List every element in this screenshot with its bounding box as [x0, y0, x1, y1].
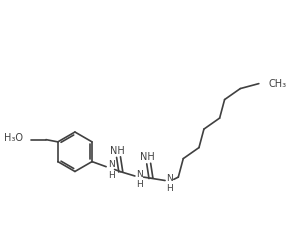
Text: N
H: N H [108, 160, 115, 180]
Text: NH: NH [110, 146, 125, 156]
Text: CH₃: CH₃ [269, 79, 287, 89]
Text: H₃O: H₃O [4, 134, 23, 144]
Text: NH: NH [140, 152, 155, 162]
Text: N
H: N H [136, 170, 143, 189]
Text: N
H: N H [167, 174, 173, 193]
